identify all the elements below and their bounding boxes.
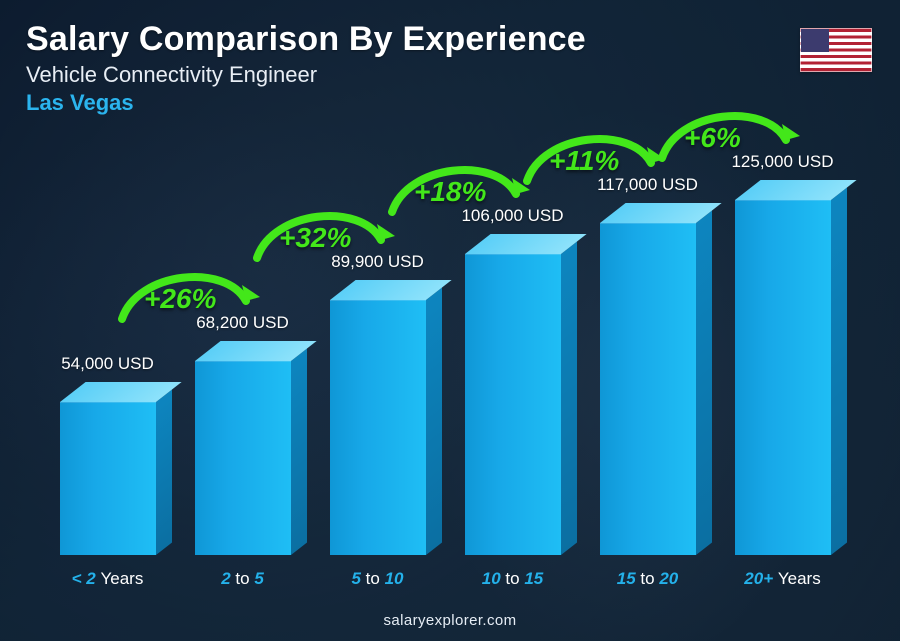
bar-side xyxy=(831,187,847,555)
bar-value-label: 54,000 USD xyxy=(28,354,188,374)
bar-value-label: 68,200 USD xyxy=(163,313,323,333)
x-axis-label: 10 to 15 xyxy=(482,569,544,589)
bar-front xyxy=(735,200,831,555)
bar-3d: 125,000 USD xyxy=(735,200,831,555)
bar-front xyxy=(330,300,426,555)
bar-front xyxy=(195,361,291,555)
bar-value-label: 117,000 USD xyxy=(568,175,728,195)
bar-3d: 68,200 USD xyxy=(195,361,291,555)
bar-slot: 68,200 USD2 to 5 xyxy=(175,130,310,555)
x-axis-label: 2 to 5 xyxy=(221,569,264,589)
bar-slot: 106,000 USD10 to 15 xyxy=(445,130,580,555)
bar-side xyxy=(561,241,577,555)
footer-source: salaryexplorer.com xyxy=(0,612,900,629)
x-axis-label: 20+ Years xyxy=(744,569,820,589)
bar-slot: 89,900 USD5 to 10 xyxy=(310,130,445,555)
title-location: Las Vegas xyxy=(26,90,586,116)
bar-3d: 106,000 USD xyxy=(465,254,561,555)
bar-3d: 117,000 USD xyxy=(600,223,696,555)
bar-3d: 54,000 USD xyxy=(60,402,156,555)
bar-slot: 125,000 USD20+ Years xyxy=(715,130,850,555)
title-block: Salary Comparison By Experience Vehicle … xyxy=(26,22,586,116)
bar-side xyxy=(291,348,307,555)
bar-value-label: 125,000 USD xyxy=(703,152,863,172)
x-axis-label: < 2 Years xyxy=(72,569,144,589)
bar-3d: 89,900 USD xyxy=(330,300,426,555)
bar-side xyxy=(156,389,172,555)
x-axis-label: 5 to 10 xyxy=(351,569,403,589)
bar-front xyxy=(465,254,561,555)
title-main: Salary Comparison By Experience xyxy=(26,22,586,58)
country-flag-icon xyxy=(800,28,872,72)
bar-slot: 117,000 USD15 to 20 xyxy=(580,130,715,555)
bar-value-label: 89,900 USD xyxy=(298,252,458,272)
infographic-stage: Salary Comparison By Experience Vehicle … xyxy=(0,0,900,641)
x-axis-label: 15 to 20 xyxy=(617,569,679,589)
bars-container: 54,000 USD< 2 Years68,200 USD2 to 589,90… xyxy=(40,130,850,555)
bar-slot: 54,000 USD< 2 Years xyxy=(40,130,175,555)
bar-side xyxy=(696,210,712,555)
bar-side xyxy=(426,287,442,555)
bar-value-label: 106,000 USD xyxy=(433,206,593,226)
salary-bar-chart: 54,000 USD< 2 Years68,200 USD2 to 589,90… xyxy=(40,130,850,589)
bar-front xyxy=(600,223,696,555)
bar-front xyxy=(60,402,156,555)
title-subtitle: Vehicle Connectivity Engineer xyxy=(26,62,586,88)
